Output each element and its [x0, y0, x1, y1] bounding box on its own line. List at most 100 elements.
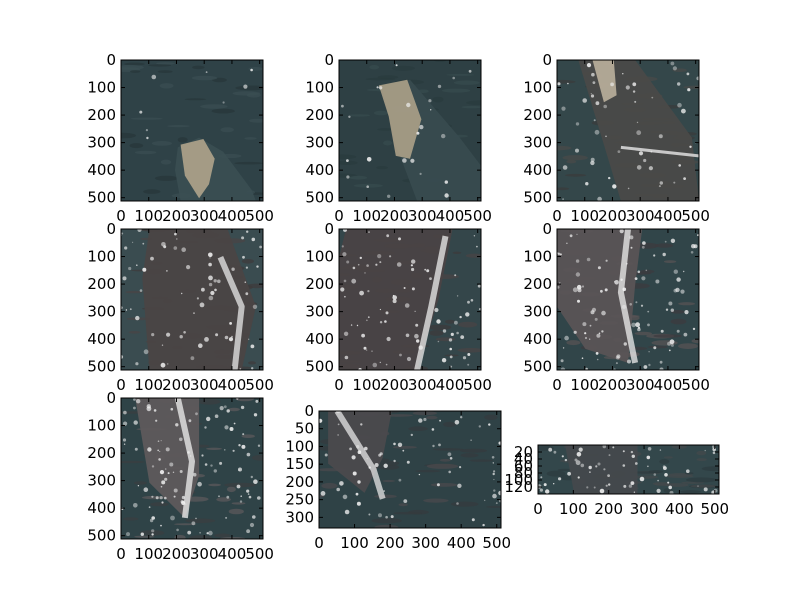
foam-speck	[650, 150, 653, 153]
foam-speck	[239, 367, 242, 370]
foam-speck	[149, 518, 154, 523]
foam-speck	[620, 278, 623, 281]
water-texture	[184, 98, 207, 101]
foam-speck	[160, 524, 162, 527]
foam-speck	[411, 287, 415, 291]
y-tick-label: 500	[87, 189, 116, 207]
water-texture	[444, 354, 459, 357]
whale-body	[565, 445, 638, 494]
foam-speck	[686, 469, 690, 474]
foam-speck	[188, 419, 192, 423]
y-tick-label: 100	[87, 417, 116, 435]
foam-speck	[363, 346, 367, 350]
x-tick-label: 100	[134, 545, 163, 563]
water-texture	[484, 414, 498, 420]
foam-speck	[250, 344, 255, 349]
foam-speck	[437, 340, 440, 343]
foam-speck	[450, 332, 454, 336]
foam-speck	[242, 255, 245, 259]
foam-speck	[645, 269, 648, 272]
water-texture	[683, 85, 699, 89]
foam-speck	[418, 473, 421, 476]
foam-speck	[197, 481, 202, 487]
foam-speck	[411, 267, 415, 272]
foam-speck	[253, 479, 258, 485]
foam-speck	[438, 443, 441, 447]
foam-speck	[378, 513, 382, 518]
aerial-photo	[121, 229, 263, 370]
water-texture	[224, 482, 256, 488]
foam-speck	[339, 481, 344, 486]
foam-speck	[361, 333, 365, 338]
water-texture	[189, 535, 213, 539]
y-tick-label: 500	[305, 189, 334, 207]
water-texture	[125, 290, 143, 294]
foam-speck	[553, 483, 555, 485]
foam-speck	[629, 235, 634, 240]
foam-speck	[158, 458, 161, 461]
foam-speck	[617, 150, 621, 154]
foam-speck	[246, 529, 251, 534]
foam-speck	[642, 241, 646, 245]
water-texture	[235, 398, 255, 402]
foam-speck	[181, 292, 183, 295]
foam-speck	[604, 288, 608, 292]
foam-speck	[492, 493, 497, 499]
water-texture	[156, 62, 175, 65]
foam-speck	[653, 254, 656, 257]
water-texture	[453, 80, 480, 85]
water-texture	[374, 494, 397, 499]
foam-speck	[257, 496, 261, 500]
foam-speck	[252, 304, 258, 309]
x-tick-label: 0	[552, 207, 562, 225]
foam-speck	[460, 335, 465, 339]
water-texture	[376, 166, 388, 170]
foam-speck	[161, 344, 164, 346]
water-texture	[654, 483, 676, 486]
foam-speck	[630, 246, 633, 249]
foam-speck	[590, 160, 595, 166]
foam-speck	[205, 71, 208, 73]
x-tick-label: 500	[681, 207, 710, 225]
foam-speck	[599, 488, 605, 494]
water-texture	[466, 100, 481, 105]
water-texture	[663, 456, 673, 459]
foam-speck	[360, 423, 363, 426]
water-texture	[124, 62, 145, 66]
foam-speck	[210, 464, 213, 467]
foam-edge	[334, 411, 386, 500]
foam-speck	[191, 521, 196, 526]
foam-speck	[637, 270, 641, 274]
water-texture	[371, 518, 402, 524]
foam-speck	[135, 362, 139, 366]
x-tick-label: 300	[411, 534, 440, 552]
foam-speck	[183, 331, 186, 334]
foam-speck	[133, 503, 138, 508]
foam-speck	[452, 76, 456, 80]
water-texture	[691, 338, 699, 344]
y-tick-label: 400	[305, 161, 334, 179]
x-tick-label: 500	[245, 545, 274, 563]
foam-speck	[592, 81, 596, 84]
water-texture	[640, 269, 655, 274]
y-tick-label: 400	[523, 330, 552, 348]
water-texture	[457, 348, 481, 353]
water-texture	[460, 453, 479, 458]
foam-speck	[653, 346, 657, 350]
foam-speck	[246, 489, 250, 493]
foam-speck	[492, 472, 495, 476]
foam-speck	[559, 253, 562, 256]
foam-speck	[243, 84, 248, 89]
foam-speck	[605, 135, 607, 138]
water-texture	[486, 505, 501, 508]
water-texture	[151, 141, 172, 146]
x-tick-label: 400	[218, 545, 247, 563]
water-texture	[160, 159, 172, 165]
foam-speck	[159, 496, 163, 500]
foam-speck	[140, 532, 144, 536]
foam-speck	[648, 363, 651, 367]
y-tick-label: 100	[87, 79, 116, 97]
y-tick-label: 500	[523, 358, 552, 376]
foam-speck	[393, 459, 396, 463]
